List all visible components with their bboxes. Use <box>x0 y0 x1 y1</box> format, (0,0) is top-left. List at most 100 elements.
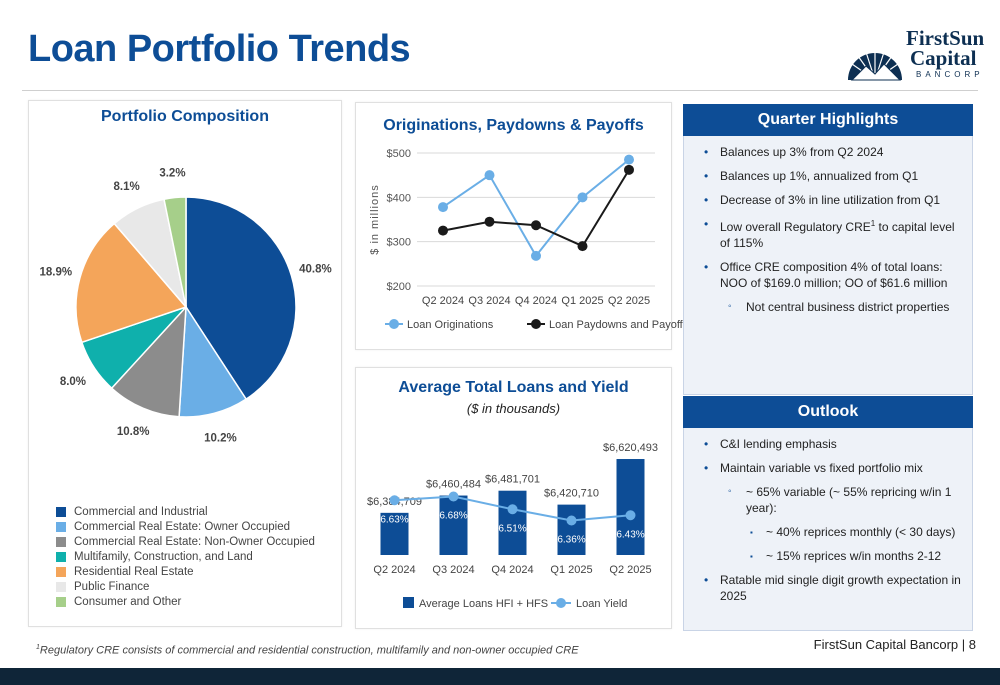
data-point <box>484 216 495 227</box>
outlook-text: ~ 40% reprices monthly (< 30 days) <box>766 525 956 539</box>
pie-slice <box>178 304 248 418</box>
data-point <box>438 202 448 213</box>
bar-value-label: $6,420,710 <box>544 488 599 500</box>
x-tick-label: Q2 2024 <box>422 295 464 307</box>
yield-point <box>625 510 636 521</box>
outlook-item: ▪ ~ 40% reprices monthly (< 30 days) <box>694 524 964 540</box>
quarter-highlights-body: • Balances up 3% from Q2 2024 • Balances up… <box>683 136 973 395</box>
legend-label: Public Finance <box>74 580 150 593</box>
yield-label: 6.68% <box>439 511 467 522</box>
outlook-item: • C&I lending emphasis <box>694 436 964 452</box>
legend-label: Commercial Real Estate: Non-Owner Occupi… <box>74 535 315 548</box>
footnote: 1Regulatory CRE consists of commercial a… <box>36 644 579 657</box>
y-tick-label: $200 <box>387 281 411 293</box>
data-point <box>624 164 634 175</box>
highlight-text: Decrease of 3% in line utilization from … <box>720 193 941 207</box>
x-tick-label: Q1 2025 <box>550 564 592 576</box>
pie-slice <box>163 196 187 308</box>
data-point <box>531 250 541 261</box>
outlook-item: • Maintain variable vs fixed portfolio mi… <box>694 460 964 476</box>
bullet-marker: ▪ <box>750 552 753 561</box>
y-tick-label: $300 <box>387 237 411 249</box>
highlight-text: Balances up 1%, annualized from Q1 <box>720 169 919 183</box>
bar <box>557 504 586 555</box>
highlight-text: Balances up 3% from Q2 2024 <box>720 145 884 159</box>
originations-panel: Originations, Paydowns & Payoffs <box>355 102 672 350</box>
logo-line-2: Capital <box>910 46 977 70</box>
company-logo <box>848 51 902 81</box>
data-point <box>577 192 588 203</box>
quarter-highlights-header: Quarter Highlights <box>683 104 973 136</box>
x-tick-label: Q2 2025 <box>608 295 650 307</box>
pie-slice-label: 40.8% <box>299 264 332 276</box>
legend-label: Loan Originations <box>407 319 494 331</box>
yield-label: 6.43% <box>616 529 644 540</box>
yield-point <box>389 495 400 506</box>
pie-slice <box>110 304 187 418</box>
outlook-text: C&I lending emphasis <box>720 437 837 451</box>
outlook-item: ◦ ~ 65% variable (~ 55% repricing w/in 1 … <box>694 484 964 516</box>
footnote-mark: 1 <box>36 644 40 651</box>
bullet-marker: • <box>704 169 709 183</box>
data-point <box>577 241 588 252</box>
legend-marker <box>556 598 566 608</box>
yield-point <box>566 515 577 526</box>
legend-swatch <box>403 597 414 608</box>
pie-legend: Commercial and Industrial Commercial Real… <box>56 504 315 609</box>
bullet-marker: • <box>704 145 709 159</box>
yield-point <box>448 491 459 502</box>
x-tick-label: Q3 2024 <box>468 295 510 307</box>
legend-label: Loan Yield <box>576 598 627 610</box>
highlight-item: • Low overall Regulatory CRE1 to capital … <box>694 216 964 251</box>
y-tick-label: $400 <box>387 192 411 204</box>
legend-label: Average Loans HFI + HFS <box>419 598 548 610</box>
x-tick-label: Q1 2025 <box>561 295 603 307</box>
outlook-item: • Ratable mid single digit growth expecta… <box>694 572 964 604</box>
pie-slice-label: 8.0% <box>60 376 86 388</box>
legend-swatch <box>56 566 66 577</box>
highlight-text: Office CRE composition 4% of total loans… <box>720 260 948 290</box>
title-divider <box>22 90 978 91</box>
footnote-text: Regulatory CRE consists of commercial an… <box>39 644 579 657</box>
highlight-text-continued: to capital level of 115% <box>720 220 955 250</box>
bullet-marker: ◦ <box>728 301 732 312</box>
bullet-marker: ▪ <box>750 528 753 537</box>
outlook-header: Outlook <box>683 396 973 428</box>
x-tick-label: Q2 2024 <box>373 564 415 576</box>
data-point <box>438 225 448 236</box>
highlight-item: • Decrease of 3% in line utilization from… <box>694 192 964 208</box>
y-axis-label: $ in millions <box>369 184 381 254</box>
legend-swatch <box>56 536 66 547</box>
pie-legend-item: Commercial Real Estate: Non-Owner Occupi… <box>56 534 315 549</box>
x-tick-label: Q2 2025 <box>609 564 651 576</box>
x-tick-label: Q4 2024 <box>491 564 533 576</box>
legend-label: Commercial and Industrial <box>74 505 208 518</box>
bar <box>380 512 409 555</box>
pie-legend-item: Commercial and Industrial <box>56 504 315 519</box>
outlook-text: ~ 15% reprices w/in months 2-12 <box>766 549 942 563</box>
outlook-text: Ratable mid single digit growth expectat… <box>720 573 961 603</box>
legend-swatch <box>56 581 66 592</box>
page-footer: FirstSun Capital Bancorp | 8 <box>813 637 976 652</box>
bar-chart-title: Average Total Loans and Yield <box>398 379 629 396</box>
bar-value-label: $6,460,484 <box>426 479 481 491</box>
bullet-marker: • <box>704 193 709 207</box>
portfolio-pie-chart: 40.8% 10.2% 10.8% 8.0% 18.9% 8.1% 3.2% <box>39 168 332 445</box>
logo-line-3: BANCORP <box>916 70 984 79</box>
legend-label: Multifamily, Construction, and Land <box>74 550 253 563</box>
bullet-marker: • <box>704 437 709 451</box>
x-tick-label: Q4 2024 <box>515 295 557 307</box>
bullet-marker: • <box>704 217 709 231</box>
highlight-item: • Balances up 1%, annualized from Q1 <box>694 168 964 184</box>
bullet-marker: • <box>704 461 709 475</box>
pie-legend-item: Residential Real Estate <box>56 564 315 579</box>
pie-chart-title: Portfolio Composition <box>101 108 269 125</box>
bullet-marker: • <box>704 260 709 274</box>
pie-slice-label: 8.1% <box>113 181 139 193</box>
pie-legend-item: Public Finance <box>56 579 315 594</box>
pie-slice-label: 10.8% <box>117 426 150 438</box>
legend-label: Commercial Real Estate: Owner Occupied <box>74 520 291 533</box>
legend-marker <box>389 319 399 329</box>
highlight-text: Not central business district properties <box>746 300 950 314</box>
